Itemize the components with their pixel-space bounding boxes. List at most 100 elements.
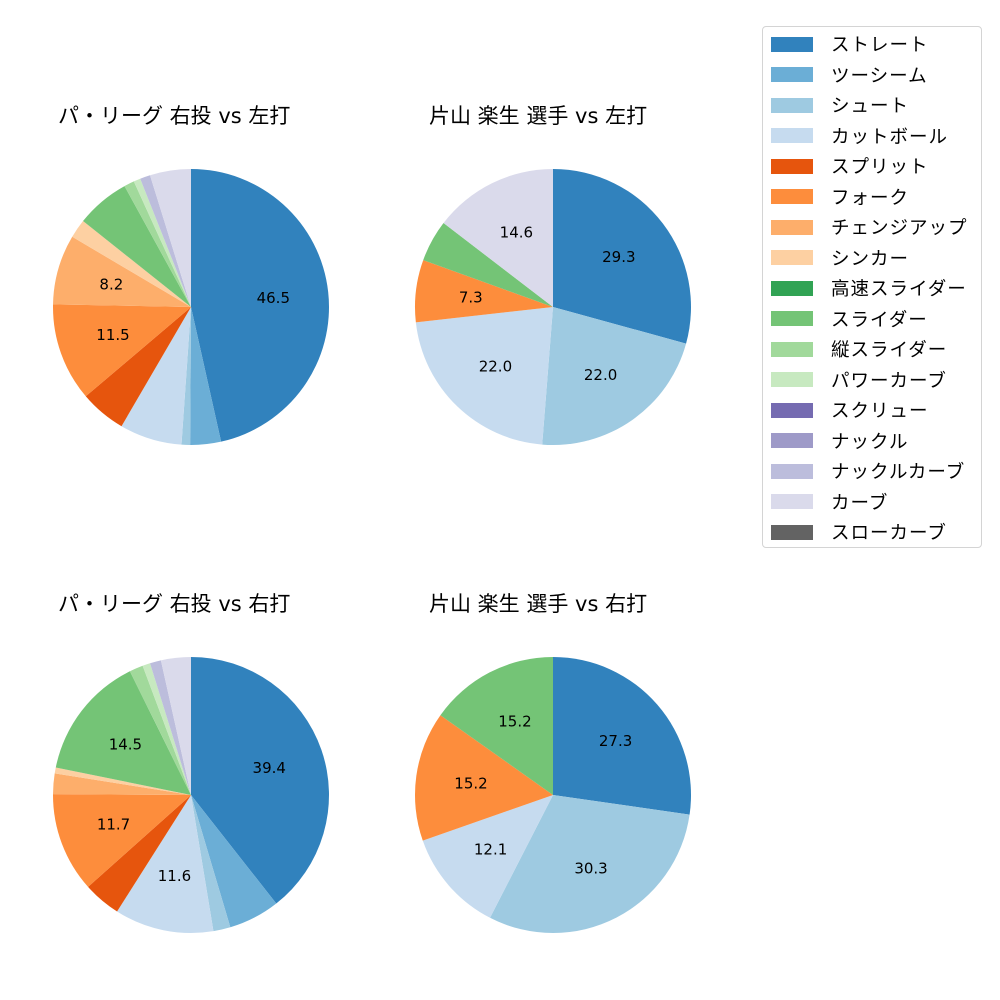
legend-item-slider: スライダー	[771, 308, 928, 331]
pie-slice	[191, 795, 231, 932]
legend-label: シンカー	[831, 248, 910, 270]
pie-slice-label: 39.4	[253, 759, 286, 777]
legend-label: 高速スライダー	[831, 279, 967, 300]
pie-slice-label: 12.1	[474, 840, 507, 858]
pie-slice	[415, 260, 553, 323]
pie-slice	[440, 657, 553, 795]
pie-slice	[422, 795, 553, 918]
pie-slice	[85, 307, 191, 427]
pie-slice	[490, 795, 690, 933]
chart-title-katayama-vs-lhb: 片山 楽生 選手 vs 左打	[429, 104, 648, 128]
legend-swatch	[771, 97, 813, 113]
legend: ストレート ツーシーム シュート カットボール スプリット フォーク チェンジア…	[762, 26, 982, 548]
pie-slice	[133, 178, 191, 307]
legend-label: スクリュー	[831, 401, 929, 422]
pie-slice	[53, 304, 191, 397]
pie-slice-label: 15.2	[498, 712, 531, 730]
legend-swatch	[771, 250, 813, 265]
legend-swatch	[771, 280, 813, 296]
chart-title-pl-rhp-vs-rhb: パ・リーグ 右投 vs 右打	[58, 592, 291, 616]
pie-slice-label: 11.7	[97, 815, 130, 833]
legend-swatch	[771, 158, 813, 174]
pie-slice	[191, 168, 330, 442]
pie-slice-label: 8.2	[99, 275, 123, 293]
pie-slice	[54, 767, 192, 795]
legend-label: チェンジアップ	[831, 218, 968, 239]
legend-item-changeup: チェンジアップ	[771, 216, 968, 239]
legend-swatch	[771, 341, 813, 357]
pie-slice	[190, 307, 222, 446]
pie-slice-label: 11.5	[96, 326, 129, 344]
pie-slice-label: 14.5	[109, 735, 142, 753]
pie-slice	[181, 307, 191, 445]
pie-slice-label: 7.3	[459, 288, 483, 306]
pie-slice	[121, 307, 191, 445]
pie-slice	[160, 657, 191, 795]
legend-label: スローカーブ	[831, 523, 947, 544]
legend-swatch	[771, 311, 813, 326]
legend-item-shoot: シュート	[771, 94, 910, 117]
pie-slice	[553, 169, 691, 344]
pie-slice	[55, 671, 192, 795]
pie-slice-label: 14.6	[500, 224, 533, 242]
pie-slice-label: 29.3	[602, 248, 635, 266]
pie-slice	[117, 795, 214, 933]
legend-item-curve: カーブ	[771, 491, 889, 514]
legend-swatch	[771, 524, 813, 540]
pie-slice	[142, 663, 191, 795]
legend-swatch	[771, 463, 813, 479]
legend-label: フォーク	[831, 187, 910, 209]
legend-label: シュート	[831, 96, 910, 117]
legend-item-sinker: シンカー	[771, 247, 910, 270]
legend-swatch	[771, 402, 813, 418]
legend-swatch	[771, 433, 813, 448]
pie-slice	[53, 773, 192, 795]
pie-slice-label: 27.3	[599, 732, 632, 750]
legend-item-two-seam: ツーシーム	[771, 64, 928, 87]
legend-swatch	[771, 189, 813, 204]
legend-item-screwball: スクリュー	[771, 399, 929, 422]
pie-slice-label: 15.2	[454, 774, 487, 792]
pie-slice	[72, 221, 191, 307]
legend-item-vertical-slider: 縦スライダー	[771, 338, 948, 361]
legend-item-fork: フォーク	[771, 186, 910, 209]
pie-slice-label: 22.0	[584, 366, 617, 384]
legend-label: パワーカーブ	[831, 370, 947, 392]
pie-slice	[553, 657, 692, 815]
pie-slice	[150, 169, 191, 307]
pie-slice	[53, 236, 191, 307]
legend-swatch	[771, 494, 813, 509]
pie-slice	[124, 181, 191, 307]
pie-slice	[542, 307, 687, 445]
legend-item-split: スプリット	[771, 155, 929, 178]
pie-slice-label: 11.6	[158, 867, 191, 885]
pie-slice	[191, 795, 277, 928]
legend-label: カーブ	[831, 492, 889, 514]
legend-label: スプリット	[831, 157, 929, 178]
legend-label: カットボール	[831, 126, 949, 148]
legend-swatch	[771, 219, 813, 235]
legend-item-cutball: カットボール	[771, 125, 949, 148]
pie-slice	[415, 715, 553, 841]
pie-slice	[191, 657, 330, 904]
legend-item-knuckle-curve: ナックルカーブ	[771, 460, 966, 483]
legend-label: 縦スライダー	[831, 340, 948, 361]
chart-title-pl-rhp-vs-lhb: パ・リーグ 右投 vs 左打	[58, 104, 291, 128]
pie-slice	[52, 794, 191, 887]
pie-slice	[140, 175, 191, 307]
pie-slice-label: 46.5	[257, 289, 290, 307]
legend-item-power-curve: パワーカーブ	[771, 369, 947, 392]
legend-swatch	[771, 36, 813, 52]
pie-slice	[415, 307, 553, 445]
pie-slice	[129, 665, 191, 795]
chart-title-katayama-vs-rhb: 片山 楽生 選手 vs 右打	[429, 592, 648, 616]
pie-slice	[443, 169, 553, 307]
legend-label: スライダー	[831, 309, 928, 331]
legend-label: ツーシーム	[831, 65, 928, 87]
legend-label: ナックルカーブ	[831, 462, 966, 483]
legend-swatch	[771, 128, 813, 143]
legend-item-slow-curve: スローカーブ	[771, 521, 947, 544]
